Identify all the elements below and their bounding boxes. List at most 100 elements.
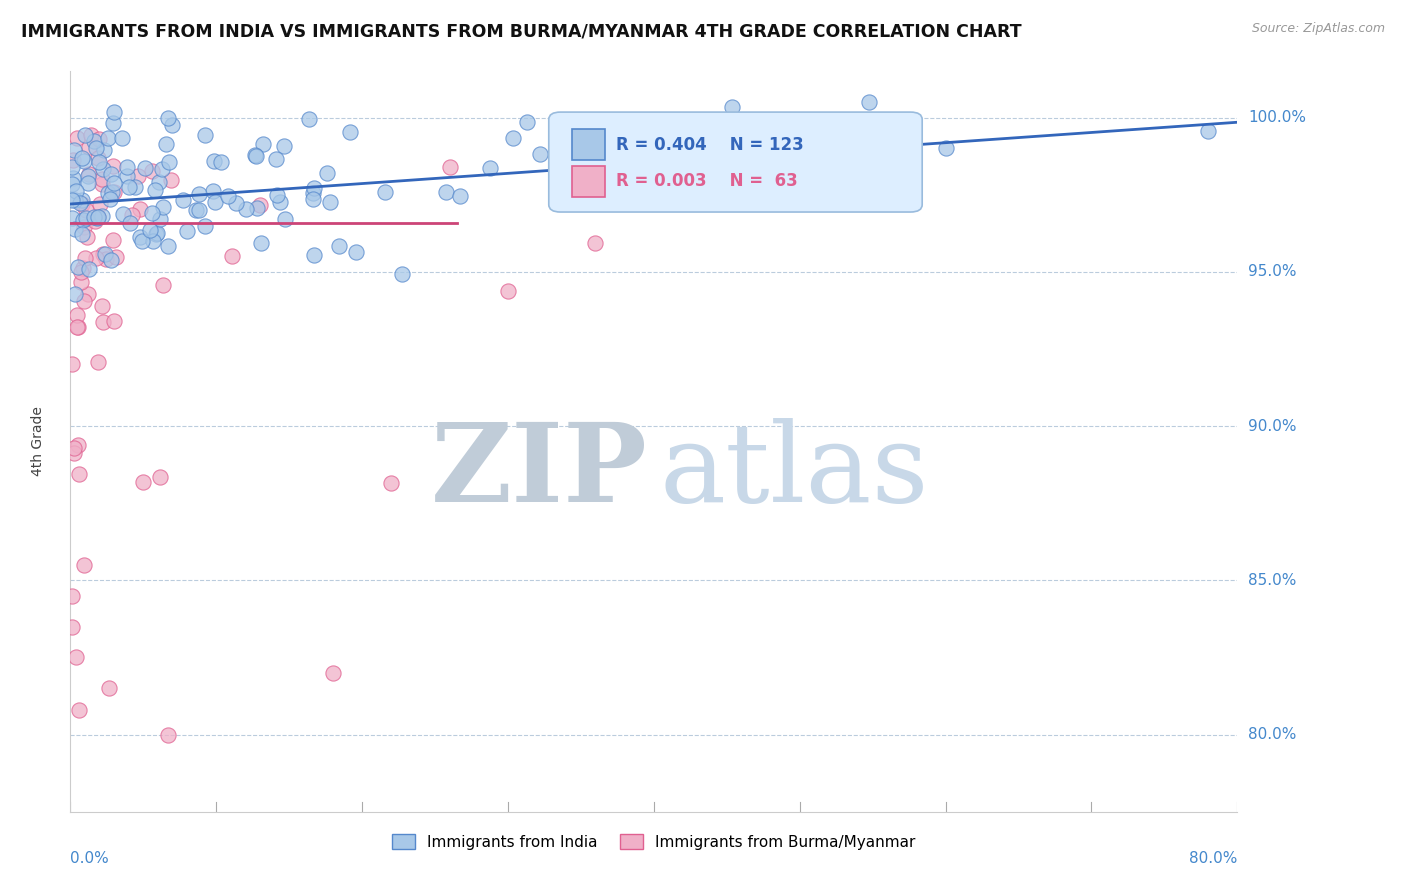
Text: 0.0%: 0.0% [70,851,110,865]
Point [66,320,89,334]
Point [269,195,291,210]
Point [245,149,267,163]
Point [101,160,124,174]
Point [70,197,93,211]
Point [155,137,177,152]
Point [934,141,956,155]
Point [252,137,274,152]
Legend: Immigrants from India, Immigrants from Burma/Myanmar: Immigrants from India, Immigrants from B… [385,828,922,856]
Point [605,186,627,201]
Point [75,203,97,218]
Point [76,230,98,244]
Point [266,153,288,167]
Text: atlas: atlas [659,417,929,524]
Point [62,194,84,208]
Point [83,210,105,224]
Point [87,151,110,165]
Point [661,152,683,166]
Point [77,167,100,181]
Point [77,176,100,190]
Point [98,193,121,207]
Point [91,299,114,313]
Point [585,235,607,250]
Point [245,201,267,215]
Point [148,174,170,188]
Text: 100.0%: 100.0% [1249,110,1306,125]
Point [143,183,166,197]
Point [319,194,342,209]
Point [434,186,457,200]
Point [86,251,108,265]
Point [145,227,167,241]
Point [87,211,110,225]
Point [83,134,105,148]
Point [322,665,344,680]
Point [101,233,124,247]
Point [67,467,90,481]
Point [380,476,402,491]
Point [96,252,118,266]
Point [157,155,180,169]
Point [157,728,180,742]
Point [87,355,110,369]
Point [60,357,83,371]
Point [97,131,120,145]
Point [93,143,115,157]
FancyBboxPatch shape [548,112,922,212]
Point [449,189,471,203]
Point [80,128,103,142]
Point [129,230,152,244]
Point [77,262,100,277]
Point [302,186,325,200]
Point [69,275,91,289]
Point [62,153,84,168]
Point [72,193,94,207]
Point [273,211,295,226]
Point [77,140,100,154]
Point [98,681,121,696]
Bar [572,166,605,197]
Point [156,111,179,125]
Text: IMMIGRANTS FROM INDIA VS IMMIGRANTS FROM BURMA/MYANMAR 4TH GRADE CORRELATION CHA: IMMIGRANTS FROM INDIA VS IMMIGRANTS FROM… [21,22,1022,40]
Point [72,227,94,241]
Point [112,207,135,221]
Point [139,223,162,237]
Point [103,104,125,119]
Point [76,287,98,301]
Point [127,169,149,183]
Point [63,143,86,157]
Point [160,173,183,187]
Point [60,211,83,225]
Point [91,209,114,223]
Point [91,247,114,261]
Point [145,226,167,240]
Point [160,118,183,132]
Text: ZIP: ZIP [432,417,648,524]
Point [217,188,239,202]
Point [121,208,143,222]
Point [66,320,89,334]
Point [187,186,209,201]
Point [302,248,325,262]
Text: Source: ZipAtlas.com: Source: ZipAtlas.com [1251,22,1385,36]
Point [69,196,91,211]
Point [250,236,273,251]
Point [65,222,87,236]
Point [60,177,83,191]
Point [111,130,134,145]
Point [344,245,367,260]
Point [439,161,461,175]
Point [100,252,122,267]
Point [529,147,551,161]
Point [172,193,194,207]
Point [1197,124,1219,138]
Point [89,197,111,211]
Point [83,214,105,228]
Point [374,186,396,200]
Point [87,131,110,145]
Point [745,152,768,166]
Point [93,161,115,176]
Point [70,265,93,279]
Point [89,155,111,169]
Point [75,211,97,225]
